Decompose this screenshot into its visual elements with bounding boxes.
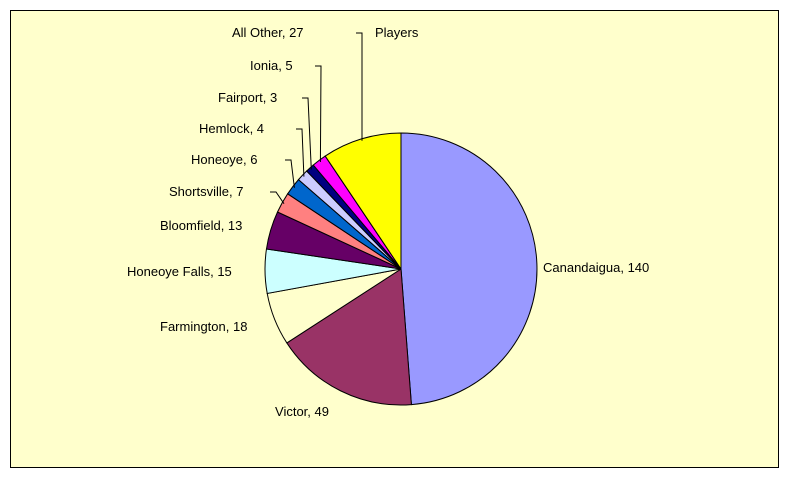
- chart-legend-title: Players: [375, 25, 419, 40]
- slice-label-farmington: Farmington, 18: [160, 319, 247, 334]
- slice-label-bloomfield: Bloomfield, 13: [160, 218, 242, 233]
- slice-label-canandaigua: Canandaigua, 140: [543, 260, 649, 275]
- leader-line-shortsville: [270, 191, 285, 204]
- pie-slice-all-other: [324, 132, 402, 271]
- pie-slice-victor: [286, 268, 412, 406]
- leader-line-fairport: [302, 97, 312, 170]
- slice-label-ionia: Ionia, 5: [250, 58, 293, 73]
- leader-line-ionia: [315, 65, 322, 163]
- slice-label-honeoye: Honeoye, 6: [191, 152, 258, 167]
- pie-slice-canandaigua: [400, 132, 538, 406]
- slice-label-all-other: All Other, 27: [232, 25, 304, 40]
- slice-label-fairport: Fairport, 3: [218, 90, 277, 105]
- leader-line-hemlock: [296, 128, 305, 177]
- slice-label-honeoye-falls: Honeoye Falls, 15: [127, 264, 232, 279]
- slice-label-shortsville: Shortsville, 7: [169, 184, 243, 199]
- slice-label-hemlock: Hemlock, 4: [199, 121, 264, 136]
- slice-label-victor: Victor, 49: [275, 404, 329, 419]
- leader-line-all-other: [356, 32, 363, 141]
- leader-line-honeoye: [285, 159, 295, 188]
